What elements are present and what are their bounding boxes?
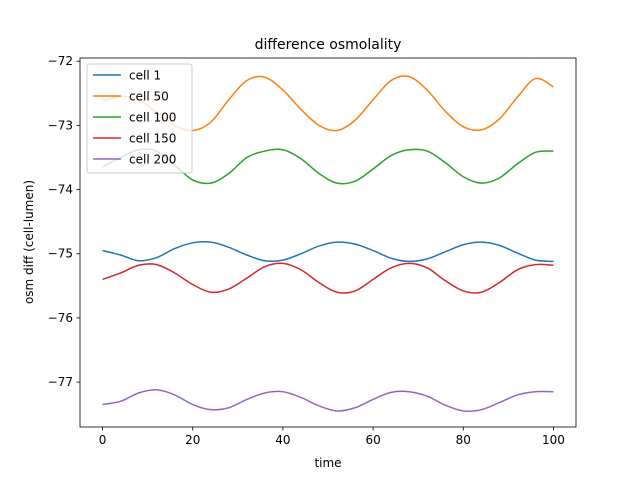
y-tick-label: −77 [48,375,73,389]
legend-label-cell-150: cell 150 [129,132,176,146]
series-line-cell-150 [102,262,554,294]
x-tick-label: 80 [456,433,471,447]
x-tick-label: 20 [185,433,200,447]
legend: cell 1 cell 50 cell 100 cell 150 cell 200 [86,63,193,174]
legend-label-cell-200: cell 200 [129,153,176,167]
chart-title: difference osmolality [255,37,402,53]
plot-frame [79,57,577,428]
legend-box [86,63,193,174]
y-axis-label: osm diff (cell-lumen) [22,180,36,304]
legend-label-cell-1: cell 1 [129,69,161,83]
y-tick-label: −73 [48,118,73,132]
series-line-cell-200 [102,388,554,413]
x-tick-label: 100 [542,433,565,447]
y-tick-label: −74 [48,183,73,197]
legend-label-cell-100: cell 100 [129,111,176,125]
x-tick-label: 0 [99,433,107,447]
x-axis-ticks: 0 20 40 60 80 100 [99,427,565,447]
y-axis-ticks: −77 −76 −75 −74 −73 −72 [48,54,80,389]
x-tick-label: 40 [275,433,290,447]
y-tick-label: −76 [48,311,73,325]
y-tick-label: −75 [48,247,73,261]
series-line-cell-1 [102,241,554,263]
x-tick-label: 60 [365,433,380,447]
x-axis-label: time [314,456,341,470]
legend-label-cell-50: cell 50 [129,90,169,104]
y-tick-label: −72 [48,54,73,68]
